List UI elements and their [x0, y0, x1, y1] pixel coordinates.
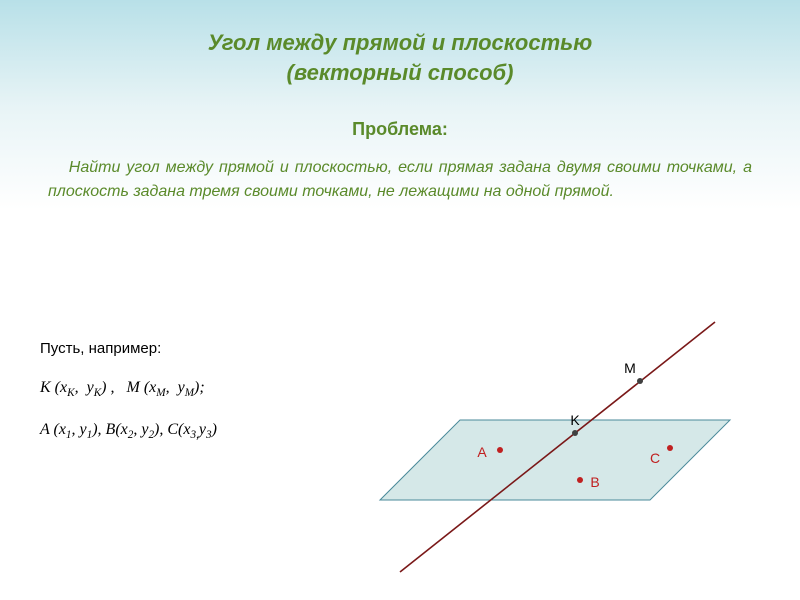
- title-line2: (векторный способ): [0, 58, 800, 88]
- let-abc-line: A (x1, y1), B(x2, y2), C(x3,y3): [40, 421, 217, 441]
- point-c: [667, 445, 673, 451]
- label-b: B: [590, 474, 599, 490]
- label-c: C: [650, 450, 660, 466]
- title-line1: Угол между прямой и плоскостью: [0, 28, 800, 58]
- label-a: A: [477, 444, 486, 460]
- diagram: A B C K M: [320, 320, 740, 580]
- slide-page: Угол между прямой и плоскостью (векторны…: [0, 0, 800, 600]
- slide-title: Угол между прямой и плоскостью (векторны…: [0, 0, 800, 87]
- let-intro: Пусть, например:: [40, 340, 217, 357]
- point-m: [637, 378, 643, 384]
- point-k: [572, 430, 578, 436]
- point-b: [577, 477, 583, 483]
- plane-polygon: [380, 420, 730, 500]
- let-km-line: K (xK, yK) , M (xM, yM);: [40, 379, 217, 399]
- label-m: M: [624, 360, 636, 376]
- let-block: Пусть, например: K (xK, yK) , M (xM, yM)…: [40, 340, 217, 463]
- problem-text: Найти угол между прямой и плоскостью, ес…: [48, 156, 752, 202]
- label-k: K: [570, 412, 579, 428]
- diagram-svg: [320, 320, 740, 580]
- subtitle: Проблема:: [0, 119, 800, 140]
- point-a: [497, 447, 503, 453]
